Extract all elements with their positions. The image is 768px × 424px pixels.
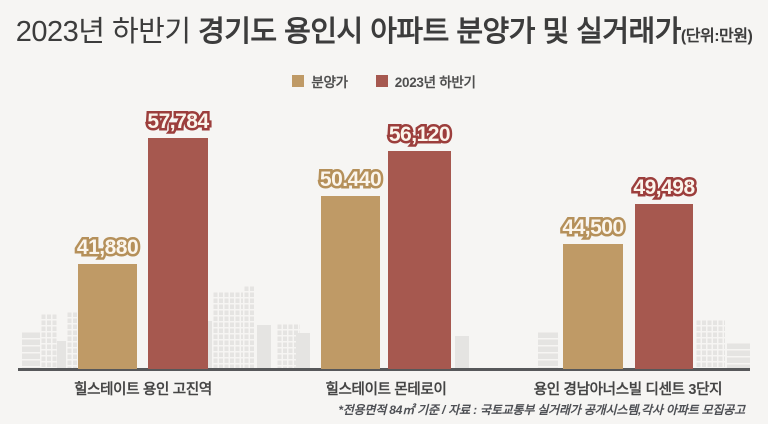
bar-actual-decent: 49,498 49,498 [631, 174, 698, 369]
title-main: 경기도 용인시 아파트 분양가 및 실거래가 [198, 16, 681, 48]
title-unit: (단위:만원) [680, 28, 753, 45]
bar-value-label: 44,500 44,500 [560, 214, 627, 240]
bar-presale-decent: 44,500 44,500 [560, 214, 627, 369]
title-prefix: 2023년 하반기 [15, 16, 199, 48]
bar-value-outline: 56,120 [386, 122, 453, 148]
legend-label-actual: 2023년 하반기 [394, 75, 476, 90]
bar-value-text: 44,500 [562, 215, 624, 239]
bar-value-label: 57,784 57,784 [145, 108, 212, 134]
skyline-building [538, 331, 558, 369]
bar-actual-monteroi: 56,120 56,120 [386, 122, 453, 369]
bar-presale-goजin: 41,880 41,880 [74, 235, 141, 369]
bar-rect [635, 203, 693, 369]
legend-swatch-actual [375, 75, 388, 87]
skyline-building [695, 319, 725, 369]
bar-value-text: 50.440 [319, 168, 382, 192]
bar-value-outline: 41,880 [74, 235, 141, 261]
legend-item-actual: 2023년 하반기 [375, 71, 476, 91]
skyline-building [40, 313, 58, 369]
category-label-monteroi: 힐스테이트 몬테로이 [325, 382, 447, 398]
category-label-decent: 용인 경남아너스빌 디센트 3단지 [533, 382, 723, 398]
skyline-building [212, 291, 244, 369]
bar-value-label: 41,880 41,880 [74, 235, 141, 261]
bar-value-outline: 57,784 [145, 108, 212, 134]
bar-rect [321, 196, 380, 369]
skyline-building [243, 285, 255, 369]
bar-value-label: 49,498 49,498 [631, 174, 698, 200]
bar-actual-gojin: 57,784 57,784 [145, 108, 212, 369]
bar-value-text: 41,880 [76, 236, 139, 260]
bar-value-outline: 49,498 [631, 174, 698, 200]
bar-value-text: 49,498 [633, 175, 695, 199]
legend-item-presale: 분양가 [292, 71, 348, 91]
bar-presale-monteroi: 50.440 50.440 [317, 167, 384, 369]
bar-rect [148, 137, 208, 369]
legend-label-presale: 분양가 [311, 75, 348, 90]
bar-rect [388, 151, 451, 369]
bar-value-text: 57,784 [147, 109, 209, 133]
bar-value-outline: 50.440 [317, 167, 384, 193]
bar-value-label: 56,120 56,120 [386, 122, 453, 148]
skyline-building [727, 342, 750, 369]
bar-value-text: 56,120 [388, 123, 451, 146]
source-footnote: *전용면적 84㎡ 기준 / 자료 : 국토교통부 실거래가 공개시스템,각사 … [338, 403, 745, 417]
category-label-gojin: 힐스테이트 용인 고진역 [74, 382, 212, 398]
bar-value-label: 50.440 50.440 [317, 167, 384, 193]
page-title: 2023년 하반기 경기도 용인시 아파트 분양가 및 실거래가(단위:만원) [0, 14, 768, 52]
bar-rect [563, 243, 623, 369]
bar-value-outline: 44,500 [560, 214, 627, 240]
x-axis-line [18, 368, 750, 371]
skyline-building [296, 333, 310, 369]
legend-swatch-presale [292, 75, 305, 87]
bar-rect [78, 264, 137, 369]
skyline-building [455, 336, 469, 369]
skyline-building [66, 311, 79, 369]
skyline-building [257, 325, 271, 369]
legend: 분양가 2023년 하반기 [0, 71, 768, 91]
